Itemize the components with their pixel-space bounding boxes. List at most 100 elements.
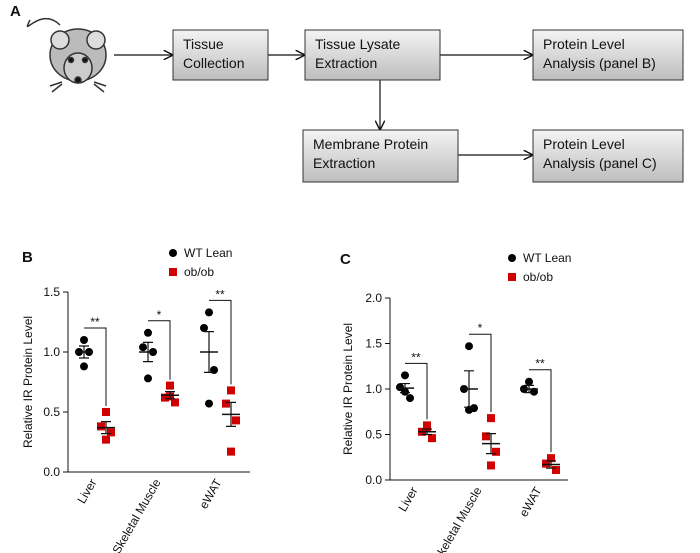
box-text: Tissue bbox=[183, 36, 224, 52]
mouse-icon bbox=[26, 17, 107, 93]
significance-bracket bbox=[84, 327, 107, 406]
legend-label: ob/ob bbox=[523, 270, 553, 284]
data-point bbox=[465, 342, 473, 351]
panel-label: C bbox=[340, 251, 351, 268]
y-tick-label: 0.5 bbox=[365, 428, 382, 442]
data-point bbox=[97, 422, 105, 431]
process-box bbox=[302, 129, 459, 183]
y-tick-label: 1.5 bbox=[43, 285, 60, 299]
error-bar bbox=[79, 345, 89, 359]
data-point bbox=[144, 328, 152, 337]
data-point bbox=[401, 371, 409, 380]
legend-label: WT Lean bbox=[523, 251, 571, 265]
x-tick-label: eWAT bbox=[516, 484, 544, 519]
significance-bracket bbox=[405, 362, 428, 420]
data-point bbox=[227, 386, 235, 395]
error-bar bbox=[204, 331, 214, 373]
significance-bracket bbox=[529, 369, 552, 453]
data-point bbox=[80, 336, 88, 344]
x-tick-label: eWAT bbox=[196, 476, 224, 511]
legend-marker bbox=[169, 249, 177, 257]
error-bar bbox=[524, 384, 534, 394]
error-bar bbox=[486, 432, 496, 455]
process-box bbox=[532, 129, 684, 183]
error-bar bbox=[422, 428, 432, 436]
significance-label: ** bbox=[90, 315, 100, 329]
data-point bbox=[107, 428, 115, 437]
data-point bbox=[161, 393, 169, 402]
data-point bbox=[80, 362, 88, 371]
data-point bbox=[227, 447, 235, 456]
box-text: Extraction bbox=[313, 155, 375, 171]
data-point bbox=[144, 374, 152, 383]
data-point bbox=[547, 454, 555, 463]
significance-bracket bbox=[209, 299, 232, 385]
data-point bbox=[482, 432, 490, 441]
legend-label: ob/ob bbox=[184, 265, 214, 279]
process-box bbox=[304, 29, 441, 81]
significance-bracket bbox=[148, 320, 171, 380]
y-tick-label: 0.0 bbox=[43, 465, 60, 479]
error-bar bbox=[400, 382, 410, 394]
data-point bbox=[232, 416, 240, 425]
data-point bbox=[222, 399, 230, 408]
box-text: Collection bbox=[183, 55, 244, 71]
data-point bbox=[205, 399, 213, 408]
data-point bbox=[487, 414, 495, 423]
data-point bbox=[525, 377, 533, 386]
x-tick-label: Skeletal Muscle bbox=[430, 484, 484, 553]
error-bar bbox=[226, 401, 236, 427]
error-bar bbox=[165, 391, 175, 400]
data-point bbox=[423, 421, 431, 430]
data-point bbox=[171, 398, 179, 407]
data-point bbox=[406, 394, 414, 403]
y-tick-label: 0.0 bbox=[365, 473, 382, 487]
data-point bbox=[200, 324, 208, 332]
data-point bbox=[102, 408, 110, 416]
data-point bbox=[166, 381, 174, 390]
data-point bbox=[428, 434, 436, 443]
legend-marker bbox=[508, 273, 516, 281]
box-text: Extraction bbox=[315, 55, 377, 71]
data-point bbox=[205, 308, 213, 317]
error-bar bbox=[143, 341, 153, 363]
box-text: Analysis (panel C) bbox=[543, 155, 657, 171]
box-text: Protein Level bbox=[543, 36, 625, 52]
legend-marker bbox=[508, 254, 516, 262]
error-bar bbox=[101, 421, 111, 435]
data-point bbox=[552, 465, 560, 474]
process-box bbox=[532, 29, 684, 81]
data-point bbox=[492, 447, 500, 456]
data-point bbox=[465, 405, 473, 414]
x-tick-label: Liver bbox=[395, 485, 420, 515]
significance-label: ** bbox=[411, 350, 421, 364]
panel-label: A bbox=[10, 3, 21, 20]
y-tick-label: 2.0 bbox=[365, 291, 382, 305]
data-point bbox=[487, 461, 495, 470]
significance-label: ** bbox=[535, 357, 545, 371]
y-axis-label: Relative IR Protein Level bbox=[21, 316, 35, 448]
panel-label: B bbox=[22, 249, 33, 266]
significance-label: ** bbox=[215, 287, 225, 301]
y-axis-label: Relative IR Protein Level bbox=[341, 323, 355, 455]
y-tick-label: 0.5 bbox=[43, 405, 60, 419]
data-point bbox=[139, 343, 147, 352]
y-tick-label: 1.0 bbox=[43, 345, 60, 359]
error-bar bbox=[464, 370, 474, 408]
box-text: Membrane Protein bbox=[313, 136, 428, 152]
box-text: Tissue Lysate bbox=[315, 36, 401, 52]
significance-label: * bbox=[157, 308, 162, 322]
data-point bbox=[542, 459, 550, 468]
box-text: Analysis (panel B) bbox=[543, 55, 656, 71]
data-point bbox=[102, 435, 110, 444]
legend-marker bbox=[169, 268, 177, 276]
y-tick-label: 1.5 bbox=[365, 337, 382, 351]
significance-label: * bbox=[478, 321, 483, 335]
y-tick-label: 1.0 bbox=[365, 382, 382, 396]
process-box bbox=[172, 29, 269, 81]
box-text: Protein Level bbox=[543, 136, 625, 152]
legend-label: WT Lean bbox=[184, 246, 232, 260]
significance-bracket bbox=[469, 333, 492, 413]
x-tick-label: Skeletal Muscle bbox=[109, 476, 163, 553]
